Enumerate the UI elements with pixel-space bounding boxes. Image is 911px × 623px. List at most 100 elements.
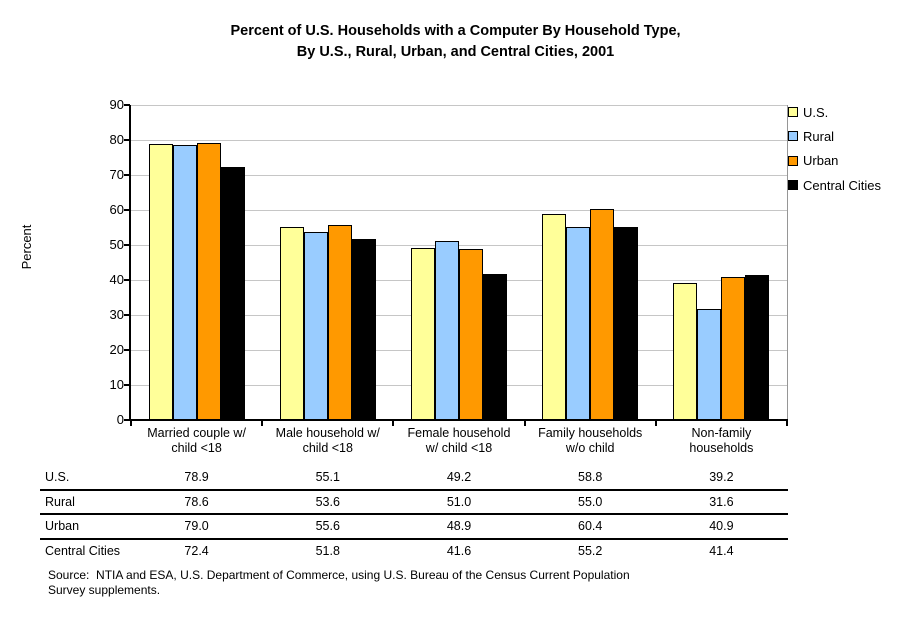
legend-item-central-cities: Central Cities [788,173,881,197]
legend-swatch-u-s-icon [788,107,798,118]
chart-title: Percent of U.S. Households with a Comput… [230,23,681,60]
table-row: U.S. 78.9 55.1 49.2 58.8 39.2 [40,466,788,491]
gridline [131,245,787,246]
y-tick-label: 10 [109,377,124,392]
y-tick-label: 60 [109,202,124,217]
bar-urban [459,249,483,420]
cell-value: 53.6 [315,494,340,509]
bar-central-cities [220,167,245,420]
cell-value: 79.0 [184,519,209,533]
category-label: Male household w/ child <18 [275,426,380,455]
y-tick [124,349,130,351]
row-label: Urban [45,519,80,533]
legend-swatch-rural-icon [788,131,798,142]
y-axis-title: Percent [19,224,34,270]
x-tick [261,419,264,426]
y-tick-label: 0 [116,412,124,427]
legend-swatch-central-cities-icon [788,180,798,191]
y-tick [124,314,130,316]
x-tick [130,419,132,426]
legend-label: U.S. [803,104,829,120]
legend: U.S. Rural Urban Central Cities [788,100,881,197]
bar-rural [303,232,328,420]
x-tick [654,419,657,426]
cell-value: 55.6 [315,519,340,533]
bar-central-cities [351,239,376,420]
bar-u-s [279,227,304,420]
bar-urban [590,209,615,420]
row-label: U.S. [45,470,70,484]
y-tick-label: 80 [109,132,124,147]
bar-urban [327,225,352,420]
bar-u-s [673,283,698,420]
legend-label: Rural [803,128,835,144]
plot-area [131,105,788,420]
y-tick [124,209,130,211]
bar-central-cities [745,275,770,420]
y-tick-label: 20 [109,342,124,357]
cell-value: 55.1 [315,470,340,484]
y-tick [124,384,130,386]
data-table: U.S. 78.9 55.1 49.2 58.8 39.2 Rural 78.6 53.6 51.… [40,466,788,562]
y-tick-label: 90 [109,97,124,112]
cell-value: 49.2 [446,470,472,484]
y-tick [124,174,130,176]
legend-item-u-s: U.S. [788,100,881,124]
bar-u-s [148,144,173,420]
bar-urban [721,277,746,420]
table-row: Central Cities 72.4 51.8 41.6 55.2 41.4 [40,540,788,563]
y-tick-label: 30 [109,307,124,322]
category-label: Married couple w/ child <18 [147,426,246,455]
y-tick-label: 50 [109,237,124,252]
cell-value: 78.9 [184,470,209,484]
row-label: Rural [45,494,75,509]
bar-urban [196,143,221,420]
x-tick [786,419,788,426]
cell-value: 51.8 [315,543,340,558]
y-axis-line [129,105,131,421]
x-tick [523,419,526,426]
category-label: Non-family households [689,426,754,455]
y-tick [124,419,130,421]
bar-central-cities [483,274,507,420]
category-label: Female household w/ child <18 [407,426,511,455]
cell-value: 78.6 [184,494,209,509]
bar-rural [172,145,197,420]
legend-label: Central Cities [803,177,882,193]
cell-value: 72.4 [184,543,209,558]
cell-value: 31.6 [709,494,734,509]
table-row: Rural 78.6 53.6 51.0 55.0 31.6 [40,491,788,515]
bar-central-cities [614,227,639,420]
row-label: Central Cities [45,543,121,558]
x-tick [392,419,395,426]
category-label: Family households w/o child [538,426,643,455]
cell-value: 41.6 [446,543,472,558]
y-tick-label: 40 [109,272,124,287]
y-tick-label: 70 [109,167,124,182]
legend-item-rural: Rural [788,124,881,148]
legend-label: Urban [803,153,839,169]
y-tick [124,104,130,106]
cell-value: 58.8 [578,470,603,484]
bar-rural [697,309,722,420]
cell-value: 55.2 [578,543,603,558]
source-note: Source: NTIA and ESA, U.S. Department of… [48,568,630,597]
bar-rural [566,227,591,420]
gridline [131,140,787,141]
cell-value: 60.4 [578,519,603,533]
legend-swatch-urban-icon [788,155,798,166]
bar-u-s [411,248,435,420]
cell-value: 41.4 [709,543,734,558]
y-tick [124,139,130,141]
table-row: Urban 79.0 55.6 48.9 60.4 40.9 [40,515,788,540]
cell-value: 39.2 [709,470,734,484]
y-tick [124,244,130,246]
x-axis-line [129,419,787,421]
gridline [131,210,787,211]
cell-value: 48.9 [446,519,472,533]
gridline [131,105,787,106]
gridline [131,175,787,176]
cell-value: 40.9 [709,519,734,533]
y-tick [124,279,130,281]
